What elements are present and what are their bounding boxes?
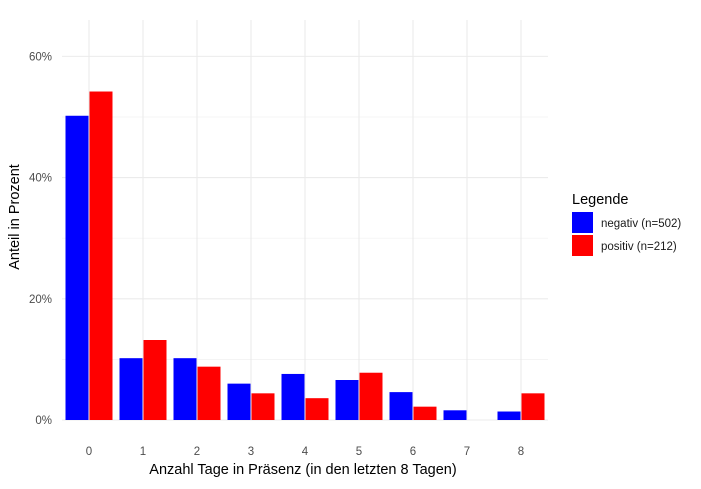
legend: Legende negativ (n=502) positiv (n=212) <box>572 192 681 256</box>
bar-negativ-5 <box>335 380 359 420</box>
y-tick-label: 20% <box>29 294 52 306</box>
x-tick-label: 4 <box>302 446 309 458</box>
bar-positiv-3 <box>251 393 275 420</box>
legend-label-positiv: positiv (n=212) <box>601 241 677 253</box>
bar-negativ-2 <box>173 358 197 420</box>
legend-label-negativ: negativ (n=502) <box>601 218 681 230</box>
x-axis-title: Anzahl Tage in Präsenz (in den letzten 8… <box>149 462 456 478</box>
y-tick-label: 60% <box>29 51 52 63</box>
y-tick-label: 40% <box>29 173 52 185</box>
legend-key-negativ <box>572 212 593 233</box>
bar-layer <box>65 91 545 421</box>
x-tick-label: 0 <box>86 446 92 458</box>
bar-negativ-6 <box>389 392 413 420</box>
bar-negativ-1 <box>119 358 143 420</box>
y-tick-label: 0% <box>35 415 52 427</box>
bar-negativ-8 <box>497 411 521 420</box>
bar-negativ-3 <box>227 383 251 420</box>
bar-positiv-8 <box>521 393 545 420</box>
bar-positiv-1 <box>143 340 167 420</box>
x-tick-label: 7 <box>464 446 470 458</box>
bar-positiv-2 <box>197 366 221 420</box>
x-tick-label: 5 <box>356 446 362 458</box>
y-tick-labels: 0% 20% 40% 60% <box>29 51 52 427</box>
bar-negativ-4 <box>281 373 305 420</box>
legend-title: Legende <box>572 192 628 208</box>
bar-positiv-4 <box>305 398 329 420</box>
bar-positiv-0 <box>89 91 113 421</box>
bar-positiv-6 <box>413 406 437 420</box>
bar-negativ-0 <box>65 115 89 421</box>
x-tick-label: 8 <box>518 446 524 458</box>
x-tick-labels: 0 1 2 3 4 5 6 7 8 <box>86 446 524 458</box>
bar-positiv-5 <box>359 372 383 420</box>
x-tick-label: 3 <box>248 446 254 458</box>
x-tick-label: 2 <box>194 446 200 458</box>
legend-key-positiv <box>572 235 593 256</box>
x-tick-label: 1 <box>140 446 146 458</box>
bar-negativ-7 <box>443 410 467 420</box>
x-tick-label: 6 <box>410 446 416 458</box>
y-axis-title: Anteil in Prozent <box>7 164 23 270</box>
grid-layer <box>62 20 548 421</box>
